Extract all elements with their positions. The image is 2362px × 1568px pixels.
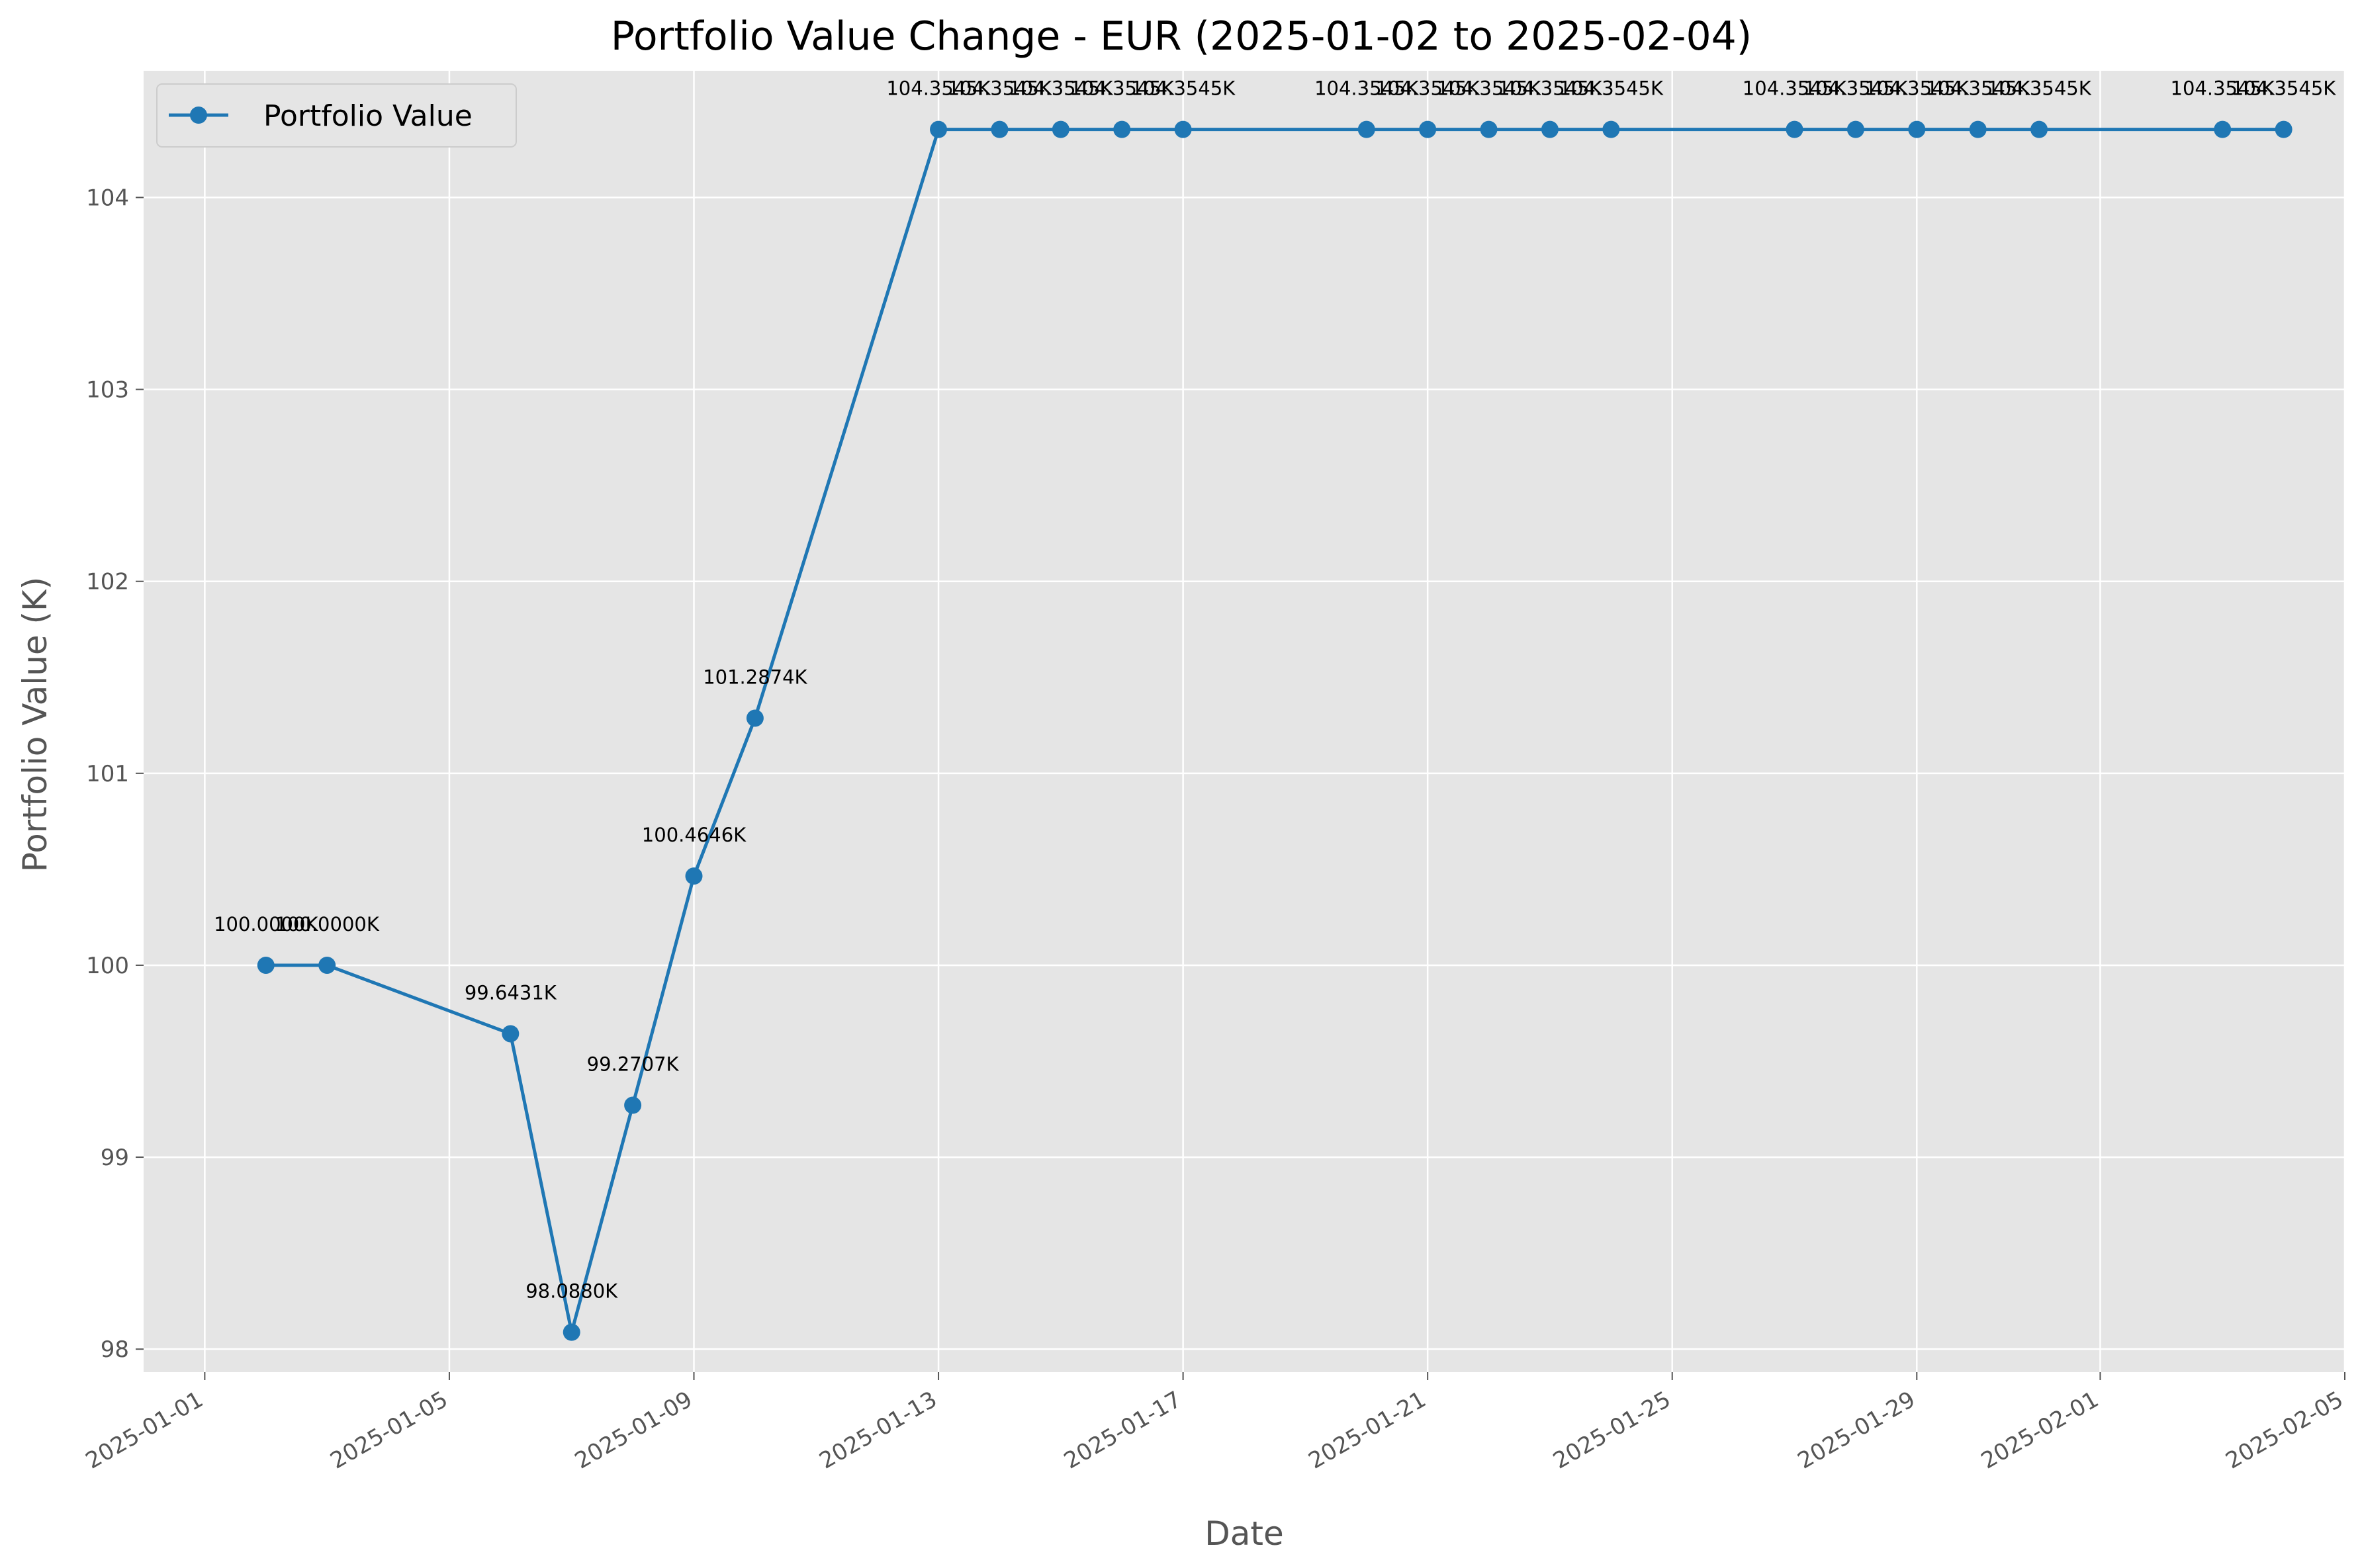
series-group	[257, 120, 2293, 1341]
data-point-marker	[746, 709, 764, 727]
data-point-label: 104.3545K	[948, 77, 1052, 100]
data-point-label: 100.4646K	[642, 824, 747, 846]
data-point-marker	[1602, 120, 1620, 138]
data-point-label: 104.3545K	[1009, 77, 1113, 100]
data-point-marker	[624, 1096, 642, 1114]
data-point-label: 104.3545K	[1498, 77, 1602, 100]
data-point-label: 100.0000K	[214, 913, 318, 936]
data-point-marker	[1480, 120, 1498, 138]
x-tick-label: 2025-01-05	[326, 1386, 452, 1474]
y-tick-label: 104	[86, 185, 129, 211]
data-point-label: 104.3545K	[1314, 77, 1419, 100]
legend-box	[156, 83, 517, 148]
data-point-marker	[991, 120, 1009, 138]
data-point-marker	[1969, 120, 1987, 138]
data-point-marker	[2214, 120, 2232, 138]
data-point-label: 104.3545K	[1743, 77, 1847, 100]
y-tick-label: 102	[86, 569, 129, 595]
data-point-marker	[1846, 120, 1864, 138]
x-axis-label: Date	[1204, 1514, 1284, 1553]
y-tick-label: 99	[101, 1145, 129, 1171]
data-point-label: 104.3545K	[2171, 77, 2275, 100]
x-tick-label: 2025-01-25	[1549, 1386, 1675, 1474]
y-tick-label: 101	[86, 761, 129, 787]
data-point-label: 99.2707K	[587, 1053, 680, 1076]
data-point-label: 104.3545K	[886, 77, 991, 100]
grid-lines	[144, 71, 2346, 1372]
x-tick-label: 2025-01-13	[815, 1386, 941, 1474]
data-point-marker	[2030, 120, 2048, 138]
data-point-label: 99.6431K	[465, 981, 557, 1004]
data-point-marker	[685, 867, 703, 885]
data-point-label: 104.3545K	[1803, 77, 1908, 100]
data-point-label: 104.3545K	[1926, 77, 2030, 100]
data-point-label: 104.3545K	[1131, 77, 1236, 100]
data-point-marker	[2275, 120, 2293, 138]
data-point-marker	[1113, 120, 1131, 138]
x-tick-label: 2025-01-29	[1794, 1386, 1920, 1474]
data-point-marker	[257, 956, 275, 974]
x-tick-label: 2025-01-01	[81, 1386, 208, 1474]
chart-title: Portfolio Value Change - EUR (2025-01-02…	[611, 13, 1752, 60]
data-point-marker	[1541, 120, 1559, 138]
data-point-marker	[1419, 120, 1437, 138]
data-point-marker	[1174, 120, 1192, 138]
x-tick-label: 2025-02-05	[2221, 1386, 2347, 1474]
x-axis-ticks: 2025-01-01 2025-01-05 2025-01-09 2025-01-13…	[81, 1372, 2348, 1475]
data-point-label: 104.3545K	[1070, 77, 1175, 100]
x-tick-label: 2025-02-01	[1977, 1386, 2103, 1474]
data-point-marker	[563, 1323, 580, 1341]
data-point-marker	[1908, 120, 1926, 138]
y-axis-label: Portfolio Value (K)	[16, 577, 54, 873]
legend-entry-portfolio-value: Portfolio Value	[263, 99, 473, 133]
data-point-marker	[1786, 120, 1803, 138]
data-point-label: 104.3545K	[1375, 77, 1480, 100]
x-tick-label: 2025-01-21	[1304, 1386, 1431, 1474]
data-point-label: 104.3545K	[1987, 77, 2091, 100]
data-point-label: 104.3545K	[1559, 77, 1664, 100]
series-line-portfolio-value	[265, 128, 2284, 1334]
x-tick-label: 2025-01-09	[570, 1386, 697, 1474]
data-point-marker	[502, 1025, 520, 1043]
y-tick-label: 100	[86, 953, 129, 979]
legend: Portfolio Value	[156, 83, 517, 148]
data-point-label: 104.3545K	[2232, 77, 2336, 100]
data-point-marker	[1357, 120, 1375, 138]
y-tick-label: 98	[101, 1336, 129, 1363]
x-tick-label: 2025-01-17	[1060, 1386, 1186, 1474]
data-point-label: 104.3545K	[1865, 77, 1970, 100]
data-point-label: 100.0000K	[275, 913, 379, 936]
data-point-marker	[1052, 120, 1069, 138]
y-axis-ticks: 98 99 100 101 102 103 104	[86, 185, 144, 1363]
plot-area	[144, 71, 2345, 1372]
data-point-label: 104.3545K	[1437, 77, 1541, 100]
data-point-marker	[318, 956, 336, 974]
legend-marker-swatch	[190, 107, 207, 124]
y-tick-label: 103	[86, 377, 129, 404]
data-point-label: 98.0880K	[525, 1280, 618, 1303]
data-point-label: 101.2874K	[703, 666, 807, 688]
data-point-marker	[930, 120, 948, 138]
